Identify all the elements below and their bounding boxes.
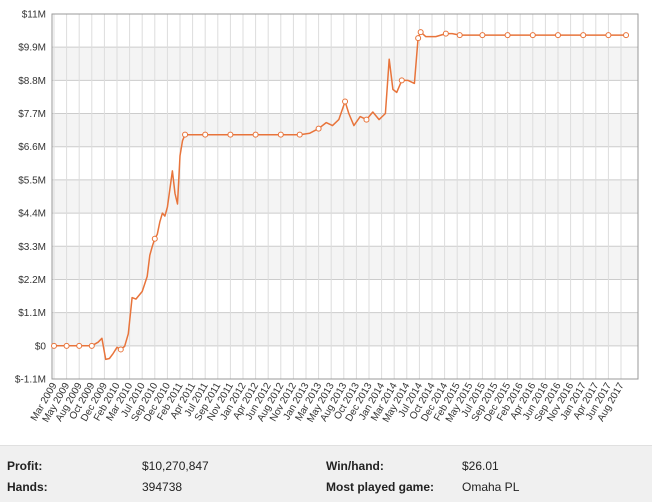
data-point-marker [151, 235, 158, 242]
data-point-marker [605, 32, 612, 39]
data-point-marker [342, 98, 349, 105]
y-axis-labels: $11M $9.9M $8.8M $7.7M $6.6M $5.5M $4.4M $3.3M $… [15, 10, 47, 386]
profit-line-chart: $11M $9.9M $8.8M $7.7M $6.6M $5.5M $4.4M $3.3M $… [15, 10, 639, 425]
y-tick-label: $2.2M [18, 275, 46, 286]
profit-value: $10,270,847 [142, 459, 209, 473]
background-band [52, 213, 638, 247]
y-tick-label: $4.4M [18, 209, 46, 220]
background-band [52, 113, 638, 147]
data-point-marker [51, 342, 57, 349]
data-point-marker [182, 131, 189, 138]
most-played-game-label: Most played game: [326, 480, 435, 494]
y-tick-label: $0 [35, 341, 47, 352]
data-point-marker [415, 35, 422, 42]
y-tick-label: $7.7M [18, 109, 46, 120]
hands-value: 394738 [142, 480, 183, 494]
data-point-marker [252, 131, 259, 138]
background-band [52, 179, 638, 214]
data-point-marker [456, 32, 463, 39]
data-point-marker [417, 29, 424, 36]
chart-background-bands [52, 14, 638, 379]
background-band [52, 312, 638, 346]
background-band [52, 246, 638, 280]
data-point-marker [315, 125, 322, 132]
stats-row-1: Profit: $10,270,847 Win/hand: $26.01 [0, 459, 652, 479]
data-point-marker [580, 32, 587, 39]
winhand-label: Win/hand: [326, 459, 384, 473]
winhand-value: $26.01 [462, 459, 499, 473]
hands-label: Hands: [7, 480, 48, 494]
data-point-marker [363, 116, 370, 123]
most-played-game-value: Omaha PL [462, 480, 520, 494]
data-point-marker [442, 30, 449, 37]
data-point-marker [623, 32, 630, 39]
x-gridlines [53, 14, 622, 379]
data-point-marker [202, 131, 209, 138]
plot-area-border [51, 13, 639, 380]
data-point-marker [117, 346, 124, 353]
y-tick-label: $3.3M [18, 242, 46, 253]
background-band [52, 47, 638, 81]
data-point-marker [63, 342, 70, 349]
stats-row-2: Hands: 394738 Most played game: Omaha PL [0, 480, 652, 500]
background-band [52, 146, 638, 180]
data-point-marker [398, 77, 405, 84]
data-point-marker [555, 32, 561, 39]
data-point-marker [479, 32, 486, 39]
data-point-marker [227, 131, 234, 138]
y-tick-label: $11M [22, 10, 46, 21]
stats-panel: Profit: $10,270,847 Win/hand: $26.01 Han… [0, 445, 652, 502]
profit-label: Profit: [7, 459, 43, 473]
data-point-marker [296, 131, 303, 138]
y-tick-label: $6.6M [18, 142, 46, 153]
y-tick-label: $1.1M [18, 308, 46, 319]
data-point-marker [504, 32, 511, 39]
profit-chart: $11M $9.9M $8.8M $7.7M $6.6M $5.5M $4.4M $3.3M $… [14, 9, 639, 425]
y-tick-label: $8.8M [18, 76, 46, 87]
data-point-marker [88, 342, 95, 349]
data-point-marker [76, 342, 83, 349]
background-band [52, 14, 638, 48]
data-point-marker [529, 32, 536, 39]
profit-series-markers [51, 29, 630, 353]
background-band [52, 80, 638, 114]
y-tick-label: $9.9M [18, 43, 46, 54]
background-band [52, 345, 638, 379]
y-tick-label: $5.5M [18, 175, 46, 186]
data-point-marker [277, 131, 284, 138]
background-band [52, 279, 638, 313]
y-tick-label: $-1.1M [15, 375, 46, 386]
